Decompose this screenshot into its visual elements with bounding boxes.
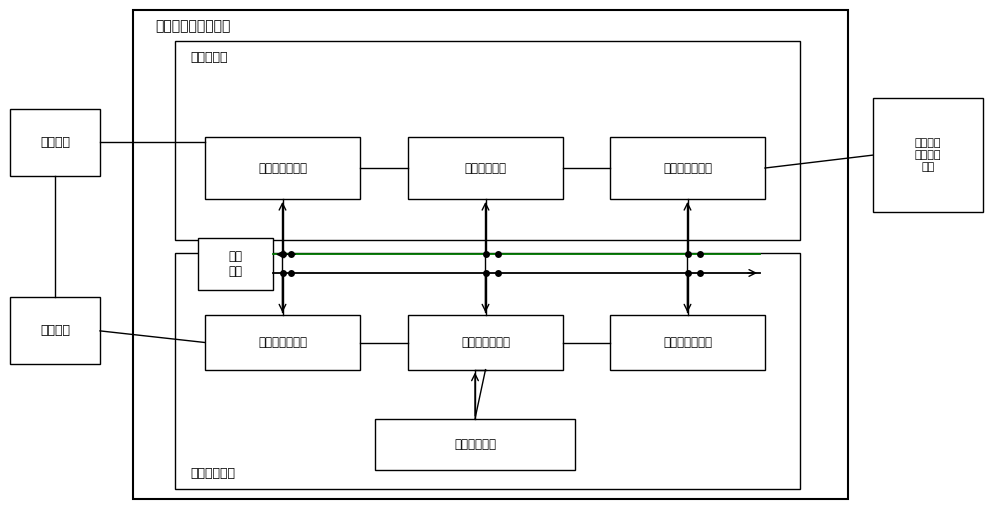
Bar (10, 109, 100, 176)
Bar (205, 315, 360, 370)
Bar (175, 253, 800, 489)
Text: 功率主电路: 功率主电路 (190, 51, 228, 65)
Bar (408, 137, 563, 199)
Text: 被测电机
控制驱动
装置: 被测电机 控制驱动 装置 (915, 139, 941, 172)
Bar (610, 315, 765, 370)
Bar (375, 419, 575, 470)
Text: 模拟侧变流电路: 模拟侧变流电路 (663, 161, 712, 175)
Text: 直流母线电路: 直流母线电路 (464, 161, 507, 175)
Bar (10, 297, 100, 364)
Bar (873, 98, 983, 212)
Bar (205, 137, 360, 199)
Text: 通信接口电路: 通信接口电路 (454, 438, 496, 451)
Text: 开关型功率放大装置: 开关型功率放大装置 (155, 19, 230, 33)
Text: 供电电源: 供电电源 (40, 135, 70, 149)
Text: 模拟侧控制电路: 模拟侧控制电路 (663, 336, 712, 349)
Text: 保护
电路: 保护 电路 (229, 250, 243, 278)
Bar (408, 315, 563, 370)
Bar (175, 41, 800, 240)
Bar (610, 137, 765, 199)
Text: 辅助电源: 辅助电源 (40, 324, 70, 338)
Text: 直流侧控制电路: 直流侧控制电路 (461, 336, 510, 349)
Text: 控制保护电路: 控制保护电路 (190, 466, 235, 480)
Bar (198, 238, 273, 290)
Text: 电源侧控制电路: 电源侧控制电路 (258, 336, 307, 349)
Text: 电源侧变流电路: 电源侧变流电路 (258, 161, 307, 175)
Bar (133, 10, 848, 499)
